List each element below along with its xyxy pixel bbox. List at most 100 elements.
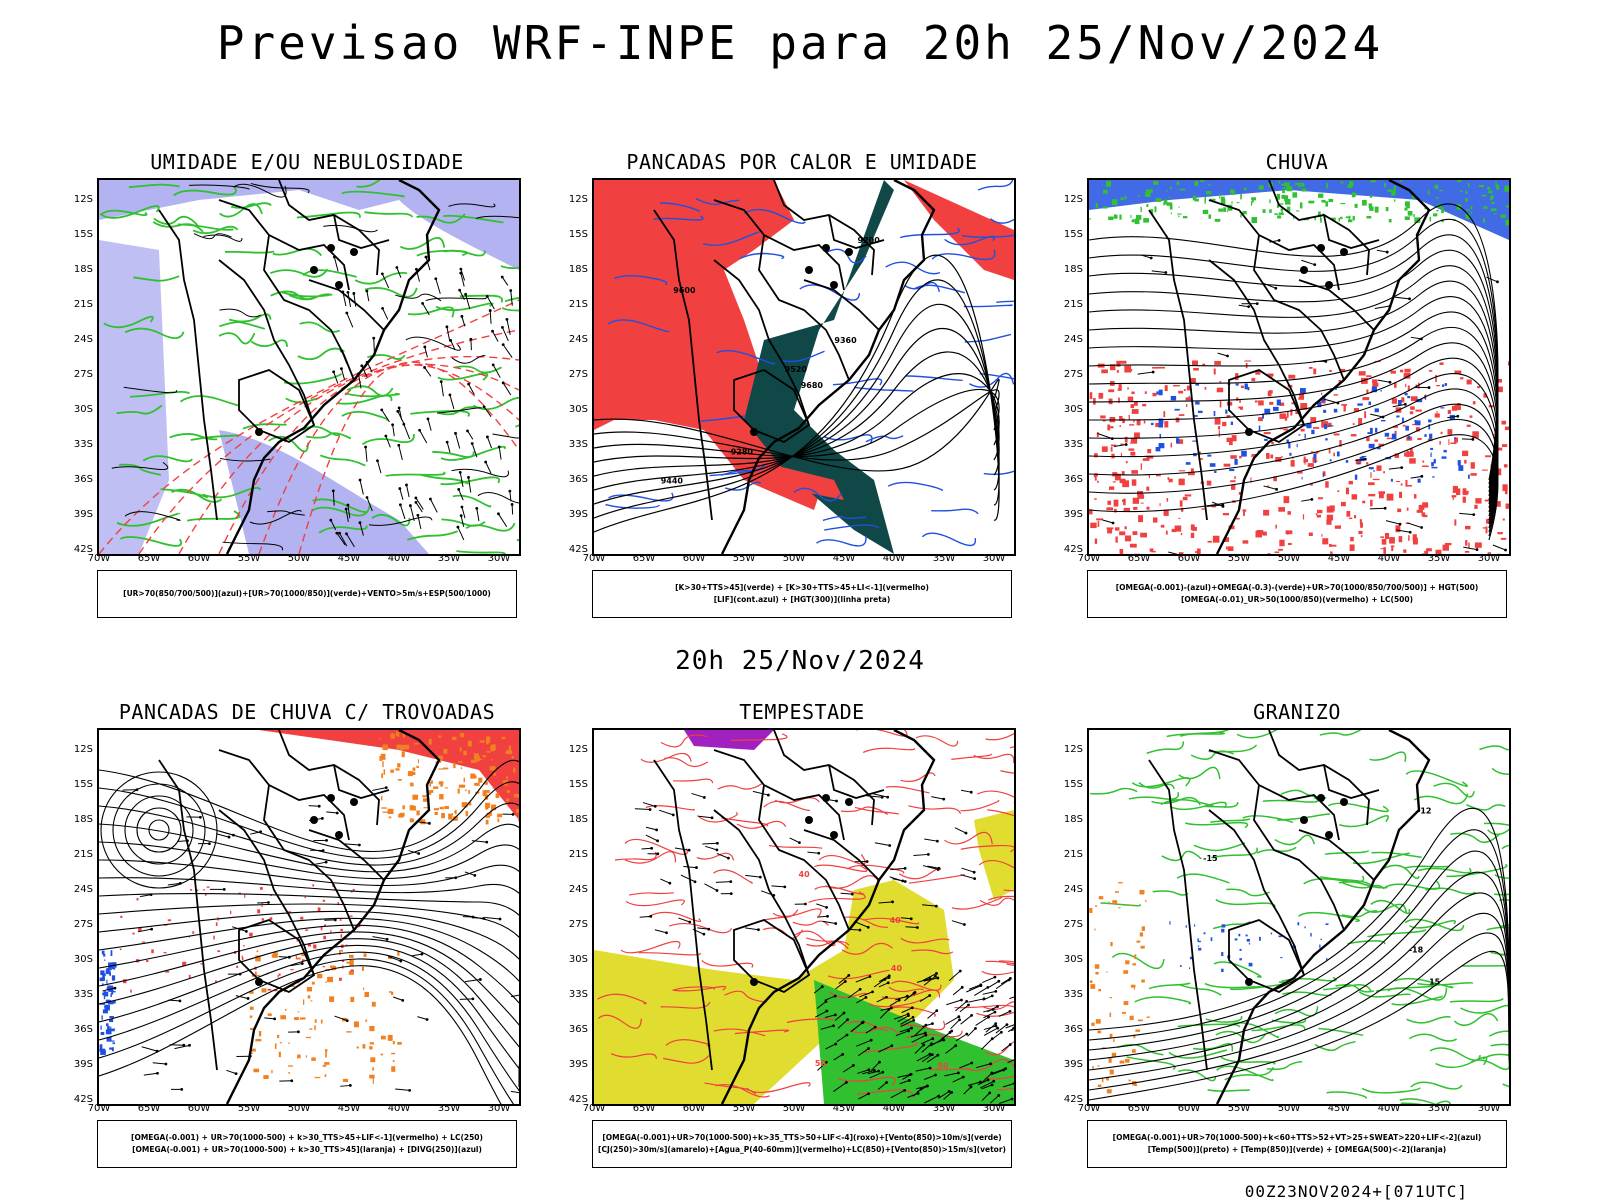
- svg-text:9680: 9680: [801, 381, 824, 390]
- lon-tick-label: 55W: [728, 1103, 760, 1114]
- lat-tick-label: 27S: [564, 919, 588, 930]
- lon-tick-label: 35W: [433, 553, 465, 564]
- lat-tick-label: 30S: [564, 954, 588, 965]
- lon-tick-label: 65W: [1123, 1103, 1155, 1114]
- lat-tick-label: 33S: [69, 439, 93, 450]
- lat-tick-label: 24S: [1059, 334, 1083, 345]
- lon-tick-label: 30W: [1473, 553, 1505, 564]
- lat-tick-label: 24S: [1059, 884, 1083, 895]
- lon-tick-label: 35W: [928, 1103, 960, 1114]
- lat-tick-label: 15S: [69, 779, 93, 790]
- lat-tick-label: 15S: [564, 229, 588, 240]
- lon-tick-label: 50W: [283, 1103, 315, 1114]
- lon-tick-label: 60W: [183, 553, 215, 564]
- lat-tick-label: 27S: [1059, 919, 1083, 930]
- lon-tick-label: 35W: [1423, 1103, 1455, 1114]
- legend-line: [CJ(250)>30m/s](amarelo)+[Agua_P(40-60mm…: [593, 1144, 1011, 1156]
- lon-tick-label: 45W: [333, 553, 365, 564]
- lat-tick-label: 15S: [1059, 779, 1083, 790]
- forecast-map: [97, 178, 521, 556]
- lat-tick-label: 33S: [1059, 989, 1083, 1000]
- lat-tick-label: 36S: [1059, 1024, 1083, 1035]
- lon-tick-label: 30W: [978, 553, 1010, 564]
- lon-tick-label: 35W: [1423, 553, 1455, 564]
- lat-tick-label: 36S: [564, 474, 588, 485]
- panel-title: TEMPESTADE: [582, 700, 1022, 724]
- svg-text:-18: -18: [1409, 945, 1424, 954]
- lat-tick-label: 12S: [69, 194, 93, 205]
- lon-tick-label: 65W: [628, 553, 660, 564]
- lon-tick-label: 70W: [83, 1103, 115, 1114]
- lat-tick-label: 24S: [564, 884, 588, 895]
- lon-tick-label: 40W: [878, 1103, 910, 1114]
- lon-tick-label: 40W: [878, 553, 910, 564]
- lon-tick-label: 55W: [728, 553, 760, 564]
- lon-tick-label: 40W: [383, 1103, 415, 1114]
- panel-legend: [OMEGA(-0.001) + UR>70(1000-500) + k>30_…: [97, 1120, 517, 1168]
- run-footer: 00Z23NOV2024+[071UTC]: [1245, 1182, 1468, 1201]
- lat-tick-label: 21S: [564, 299, 588, 310]
- lat-tick-label: 21S: [69, 849, 93, 860]
- svg-text:40: 40: [890, 916, 902, 925]
- lon-tick-label: 60W: [678, 553, 710, 564]
- lat-tick-label: 36S: [69, 1024, 93, 1035]
- lat-tick-label: 12S: [1059, 744, 1083, 755]
- svg-text:15: 15: [1429, 978, 1441, 987]
- lon-tick-label: 35W: [928, 553, 960, 564]
- lat-tick-label: 39S: [69, 1059, 93, 1070]
- lat-tick-label: 12S: [69, 744, 93, 755]
- svg-text:9360: 9360: [834, 336, 857, 345]
- lat-tick-label: 30S: [69, 404, 93, 415]
- lon-tick-label: 40W: [1373, 1103, 1405, 1114]
- lat-tick-label: 33S: [564, 439, 588, 450]
- lat-tick-label: 27S: [564, 369, 588, 380]
- svg-text:9600: 9600: [673, 286, 696, 295]
- lon-tick-label: 70W: [578, 1103, 610, 1114]
- lon-tick-label: 60W: [1173, 1103, 1205, 1114]
- lat-tick-label: 39S: [1059, 1059, 1083, 1070]
- forecast-map: [97, 728, 521, 1106]
- lat-tick-label: 12S: [564, 194, 588, 205]
- panel-title: UMIDADE E/OU NEBULOSIDADE: [87, 150, 527, 174]
- lat-tick-label: 18S: [564, 264, 588, 275]
- lon-tick-label: 55W: [233, 553, 265, 564]
- map-canvas: 15-12-15-18: [1089, 730, 1509, 1104]
- legend-line: [OMEGA(-0.001)-(azul)+OMEGA(-0.3)-(verde…: [1088, 582, 1506, 594]
- lon-tick-label: 60W: [1173, 553, 1205, 564]
- lat-tick-label: 27S: [1059, 369, 1083, 380]
- lon-tick-label: 65W: [133, 1103, 165, 1114]
- legend-line: [LIF](cont.azul) + [HGT(300)](linha pret…: [593, 594, 1011, 606]
- lon-tick-label: 60W: [183, 1103, 215, 1114]
- lon-tick-label: 45W: [828, 553, 860, 564]
- svg-text:40: 40: [799, 870, 811, 879]
- lat-tick-label: 33S: [1059, 439, 1083, 450]
- row-subtitle: 20h 25/Nov/2024: [0, 646, 1600, 676]
- panel-title: GRANIZO: [1077, 700, 1517, 724]
- forecast-map: 15-12-15-18: [1087, 728, 1511, 1106]
- lat-tick-label: 30S: [1059, 404, 1083, 415]
- lon-tick-label: 55W: [1223, 553, 1255, 564]
- map-canvas: [99, 180, 519, 554]
- lon-tick-label: 35W: [433, 1103, 465, 1114]
- lon-tick-label: 50W: [1273, 1103, 1305, 1114]
- panel-legend: [UR>70(850/700/500)](azul)+[UR>70(1000/8…: [97, 570, 517, 618]
- svg-text:-15: -15: [1203, 854, 1218, 863]
- lat-tick-label: 18S: [1059, 264, 1083, 275]
- lat-tick-label: 27S: [69, 369, 93, 380]
- lat-tick-label: 27S: [69, 919, 93, 930]
- lat-tick-label: 18S: [69, 264, 93, 275]
- lat-tick-label: 39S: [1059, 509, 1083, 520]
- lon-tick-label: 70W: [1073, 1103, 1105, 1114]
- map-canvas: [99, 730, 519, 1104]
- lat-tick-label: 24S: [69, 334, 93, 345]
- lat-tick-label: 18S: [564, 814, 588, 825]
- lon-tick-label: 30W: [483, 553, 515, 564]
- lat-tick-label: 24S: [564, 334, 588, 345]
- lon-tick-label: 30W: [483, 1103, 515, 1114]
- lat-tick-label: 36S: [1059, 474, 1083, 485]
- lon-tick-label: 40W: [383, 553, 415, 564]
- legend-line: [OMEGA(-0.001)+UR>70(1000-500)+k<60+TTS>…: [1088, 1132, 1506, 1144]
- lon-tick-label: 50W: [1273, 553, 1305, 564]
